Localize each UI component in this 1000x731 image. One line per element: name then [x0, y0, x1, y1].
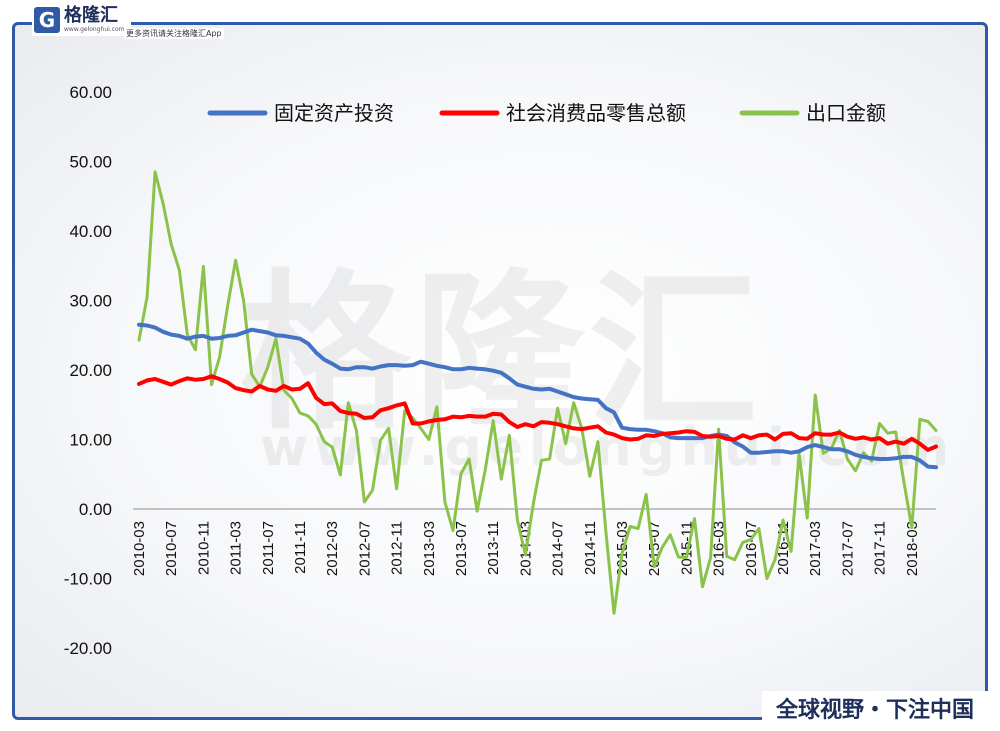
logo-url: www.gelonghui.com — [64, 26, 125, 33]
watermark-text: 格隆汇 — [240, 255, 763, 453]
chart-series-lines — [137, 170, 938, 615]
x-tick-label: 2011-07 — [260, 521, 277, 575]
x-tick-label: 2010-11 — [195, 521, 212, 575]
y-tick-label: 20.00 — [69, 361, 112, 380]
x-axis-ticks: 2010-03 2010-07 2010-11 2011-03 2011-07 2011-… — [131, 521, 921, 576]
x-tick-label: 2010-07 — [163, 521, 180, 576]
logo-tagline: 更多资讯请关注格隆汇App — [124, 28, 224, 39]
legend-label: 社会消费品零售总额 — [506, 101, 686, 125]
y-axis-ticks: -20.00 -10.00 0.00 10.00 20.00 30.00 40.00 50.0… — [64, 83, 112, 658]
y-tick-label: 0.00 — [79, 500, 112, 519]
x-tick-label: 2012-11 — [389, 521, 406, 575]
logo-name: 格隆汇 — [64, 5, 118, 26]
y-tick-label: 10.00 — [69, 431, 112, 450]
x-tick-label: 2017-03 — [807, 521, 824, 576]
x-tick-label: 2013-07 — [453, 521, 470, 576]
x-tick-label: 2017-07 — [839, 521, 856, 576]
x-tick-label: 2010-03 — [131, 521, 148, 576]
legend-label: 出口金额 — [806, 101, 886, 125]
x-tick-label: 2011-03 — [228, 521, 245, 575]
x-tick-label: 2012-07 — [356, 521, 373, 576]
y-tick-label: 30.00 — [69, 292, 112, 311]
y-tick-label: -10.00 — [64, 570, 112, 589]
y-tick-label: 50.00 — [69, 153, 112, 172]
x-tick-label: 2017-11 — [872, 521, 889, 575]
x-tick-label: 2014-07 — [550, 521, 567, 576]
y-tick-label: 60.00 — [69, 83, 112, 102]
y-tick-label: -20.00 — [64, 639, 112, 658]
legend-label: 固定资产投资 — [274, 101, 394, 125]
x-tick-label: 2014-11 — [582, 521, 599, 575]
x-tick-label: 2013-03 — [421, 521, 438, 576]
x-tick-label: 2016-03 — [711, 521, 728, 576]
y-tick-label: 40.00 — [69, 222, 112, 241]
series-line-0 — [137, 322, 938, 470]
series-line-2 — [137, 170, 938, 615]
footer-slogan: 全球视野・下注中国 — [761, 691, 988, 725]
x-tick-label: 2013-11 — [485, 521, 502, 575]
x-tick-label: 2012-03 — [324, 521, 341, 576]
x-tick-label: 2011-11 — [292, 521, 309, 574]
x-tick-label: 2018-03 — [904, 521, 921, 576]
brand-logo[interactable]: G 格隆汇 www.gelonghui.com — [32, 4, 131, 36]
chart-legend: 固定资产投资 社会消费品零售总额 出口金额 — [207, 101, 886, 125]
series-line-1 — [137, 374, 938, 452]
logo-g-icon: G — [34, 7, 60, 33]
